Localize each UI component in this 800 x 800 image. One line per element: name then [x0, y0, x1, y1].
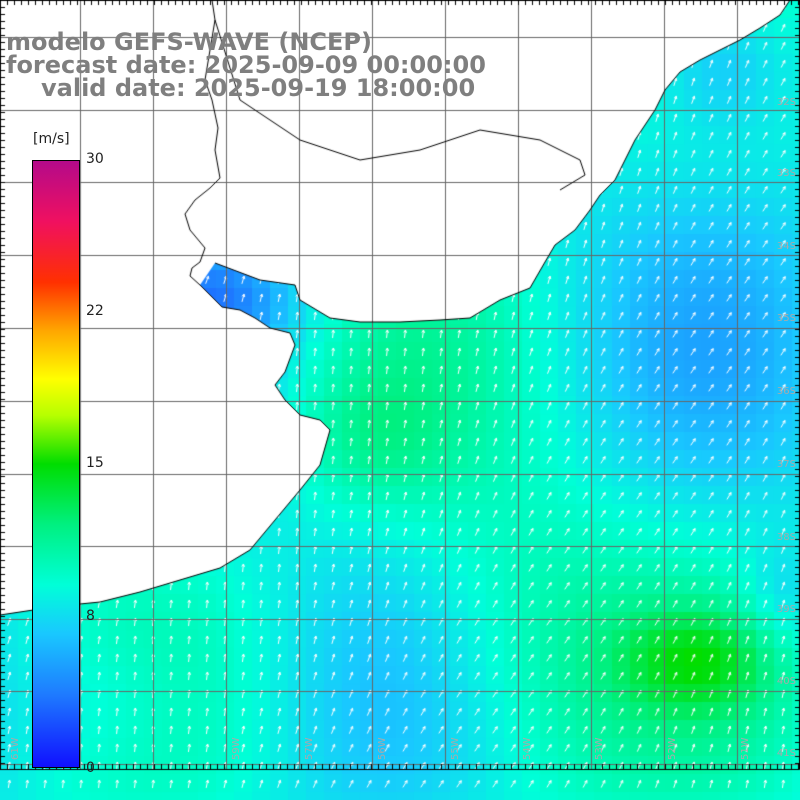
- lat-label-33s: 33S: [776, 168, 796, 179]
- colorbar-tick-8: 8: [86, 608, 95, 624]
- lon-label-54w: 54W: [522, 737, 533, 760]
- lat-label-38s: 38S: [776, 532, 796, 543]
- colorbar-tick-0: 0: [86, 760, 95, 776]
- lat-label-37s: 37S: [776, 459, 796, 470]
- forecast-date: forecast date: 2025-09-09 00:00:00: [6, 51, 486, 79]
- lat-label-35s: 35S: [776, 313, 796, 324]
- lat-label-40s: 40S: [776, 676, 796, 687]
- lon-label-53w: 53W: [594, 737, 605, 760]
- lat-label-32s: 32S: [776, 97, 796, 108]
- lon-label-51w: 51W: [740, 737, 751, 760]
- lat-label-34s: 34S: [776, 241, 796, 252]
- lon-label-52w: 52W: [667, 737, 678, 760]
- lat-label-39s: 39S: [776, 604, 796, 615]
- colorbar: [32, 160, 80, 768]
- lon-label-59w: 59W: [231, 737, 242, 760]
- colorbar-tick-15: 15: [86, 455, 104, 471]
- lon-label-61w: 61W: [10, 737, 21, 760]
- colorbar-unit: [m/s]: [33, 131, 70, 147]
- valid-date: valid date: 2025-09-19 18:00:00: [41, 74, 476, 102]
- lon-label-56w: 56W: [377, 737, 388, 760]
- colorbar-tick-22: 22: [86, 303, 104, 319]
- colorbar-tick-30: 30: [86, 151, 104, 167]
- lon-label-57w: 57W: [304, 737, 315, 760]
- lat-label-36s: 36S: [776, 386, 796, 397]
- lon-label-55w: 55W: [450, 737, 461, 760]
- lat-label-41s: 41S: [776, 748, 796, 759]
- model-title: modelo GEFS-WAVE (NCEP): [6, 28, 372, 56]
